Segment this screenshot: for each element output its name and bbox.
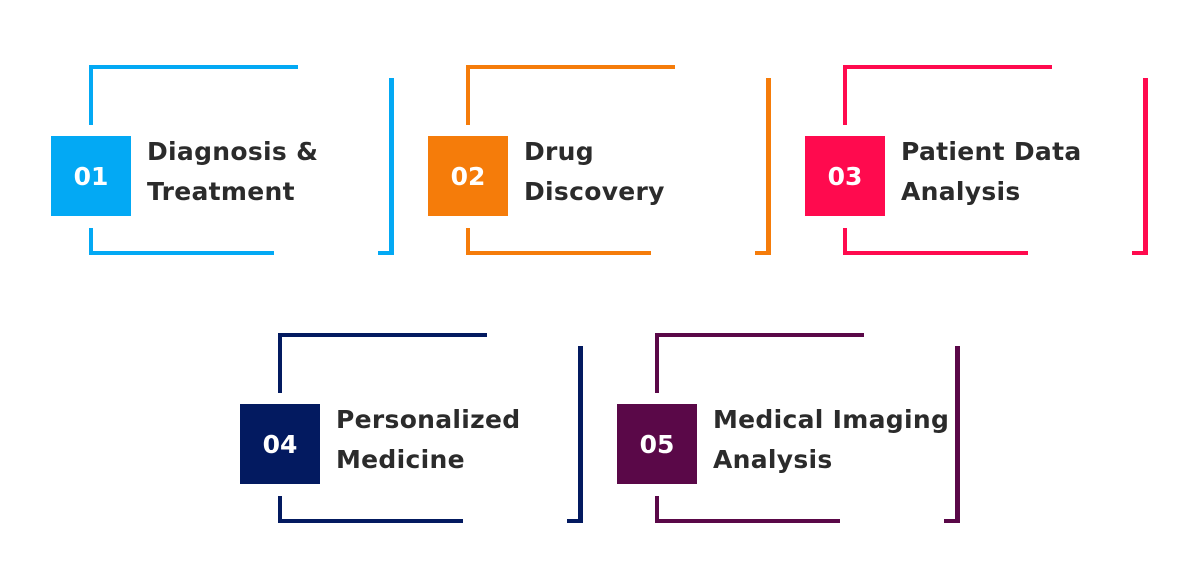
bracket-right-foot <box>944 519 960 523</box>
item-title: Drug Discovery <box>524 132 764 212</box>
item-title: Personalized Medicine <box>336 400 576 480</box>
bracket-bottom-left-vertical <box>655 496 659 523</box>
item-card: 02 Drug Discovery <box>417 55 777 260</box>
item-title: Patient Data Analysis <box>901 132 1141 212</box>
number-label: 01 <box>73 161 109 191</box>
bracket-bottom-horizontal <box>655 519 840 523</box>
bracket-bottom-horizontal <box>466 251 651 255</box>
title-line-2: Analysis <box>713 445 833 474</box>
bracket-top-horizontal <box>89 65 298 69</box>
bracket-top-horizontal <box>278 333 487 337</box>
title-line-2: Treatment <box>147 177 295 206</box>
number-badge: 04 <box>240 404 320 484</box>
bracket-top-left-vertical <box>843 65 847 125</box>
bracket-top-left-vertical <box>278 333 282 393</box>
item-title: Diagnosis & Treatment <box>147 132 387 212</box>
number-label: 05 <box>639 429 675 459</box>
item-card: 04 Personalized Medicine <box>229 323 589 528</box>
bracket-right-vertical <box>1143 78 1148 255</box>
bracket-right-foot <box>378 251 394 255</box>
title-line-2: Analysis <box>901 177 1021 206</box>
bracket-top-horizontal <box>466 65 675 69</box>
bracket-right-vertical <box>955 346 960 523</box>
bracket-top-left-vertical <box>466 65 470 125</box>
bracket-right-foot <box>755 251 771 255</box>
bracket-top-horizontal <box>655 333 864 337</box>
item-card: 05 Medical Imaging Analysis <box>606 323 966 528</box>
bracket-top-horizontal <box>843 65 1052 69</box>
number-badge: 01 <box>51 136 131 216</box>
number-label: 03 <box>827 161 863 191</box>
bracket-right-foot <box>1132 251 1148 255</box>
bracket-bottom-left-vertical <box>278 496 282 523</box>
title-line-2: Discovery <box>524 177 665 206</box>
bracket-bottom-left-vertical <box>89 228 93 255</box>
bracket-right-foot <box>567 519 583 523</box>
number-badge: 02 <box>428 136 508 216</box>
number-label: 02 <box>450 161 486 191</box>
bracket-right-vertical <box>389 78 394 255</box>
title-line-1: Drug <box>524 137 594 166</box>
item-card: 01 Diagnosis & Treatment <box>40 55 400 260</box>
item-card: 03 Patient Data Analysis <box>794 55 1154 260</box>
bracket-top-left-vertical <box>89 65 93 125</box>
title-line-1: Diagnosis & <box>147 137 319 166</box>
bracket-right-vertical <box>578 346 583 523</box>
bracket-top-left-vertical <box>655 333 659 393</box>
bracket-bottom-left-vertical <box>466 228 470 255</box>
number-label: 04 <box>262 429 298 459</box>
number-badge: 05 <box>617 404 697 484</box>
bracket-bottom-horizontal <box>89 251 274 255</box>
item-title: Medical Imaging Analysis <box>713 400 953 480</box>
bracket-bottom-horizontal <box>278 519 463 523</box>
bracket-bottom-left-vertical <box>843 228 847 255</box>
bracket-bottom-horizontal <box>843 251 1028 255</box>
title-line-2: Medicine <box>336 445 465 474</box>
title-line-1: Medical Imaging <box>713 405 950 434</box>
title-line-1: Personalized <box>336 405 521 434</box>
bracket-right-vertical <box>766 78 771 255</box>
title-line-1: Patient Data <box>901 137 1082 166</box>
number-badge: 03 <box>805 136 885 216</box>
